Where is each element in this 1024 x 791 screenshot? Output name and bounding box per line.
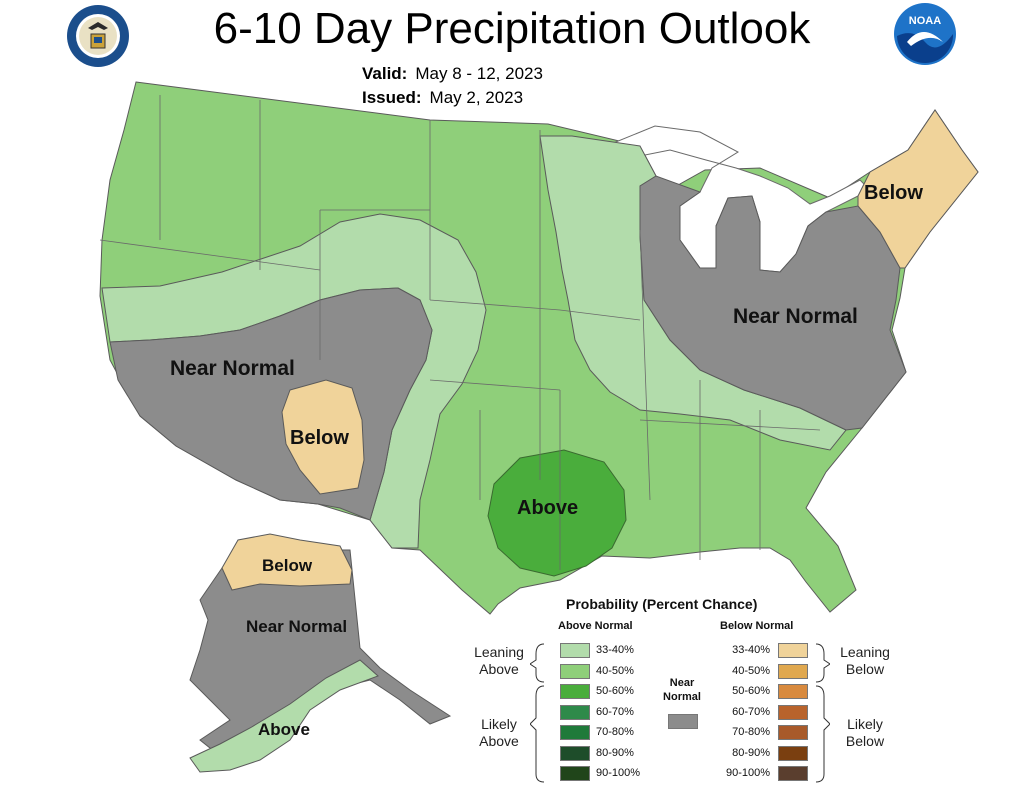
legend-leaning-above: Leaning Above — [474, 644, 524, 677]
legend-above-item-label: 33-40% — [596, 644, 634, 656]
legend-below-item-label: 60-70% — [732, 705, 770, 718]
legend-likely-above: Likely Above — [479, 716, 519, 749]
legend-below-item-label: 40-50% — [732, 664, 770, 677]
commerce-seal-icon — [67, 5, 129, 67]
legend-below-item-swatch — [778, 684, 808, 699]
label-alaska-above: Above — [258, 720, 310, 739]
legend-above-item-label: 60-70% — [596, 705, 634, 718]
legend-above-header: Above Normal — [558, 620, 633, 632]
svg-text:NOAA: NOAA — [909, 15, 941, 27]
legend-above-item-label: 80-90% — [596, 746, 634, 759]
state-boundaries — [99, 95, 821, 570]
label-west-near-normal: Near Normal — [170, 357, 295, 380]
legend-above-item-swatch — [560, 684, 590, 699]
legend-above-item-label: 40-50% — [596, 664, 634, 677]
legend-brackets — [530, 643, 830, 783]
page-title: 6-10 Day Precipitation Outlook — [213, 4, 811, 53]
legend-above-item-swatch — [560, 766, 590, 781]
legend-likely-below: Likely Below — [845, 716, 885, 749]
legend-below-item-swatch — [778, 663, 808, 679]
legend-below-item-swatch — [778, 745, 808, 761]
legend-above-item-swatch — [560, 663, 590, 679]
legend-below-item-swatch — [778, 643, 808, 658]
issued-label: Issued: — [362, 88, 422, 107]
legend-below-item-swatch — [778, 704, 808, 720]
legend-below-item-label: 80-90% — [732, 746, 770, 759]
legend-below-header: Below Normal — [720, 620, 794, 632]
legend-below-item-swatch — [778, 766, 808, 781]
label-texas-above: Above — [517, 497, 579, 519]
alaska-below-region — [221, 533, 353, 591]
label-east-near-normal: Near Normal — [733, 305, 858, 328]
alaska-above-region — [189, 659, 379, 773]
near-normal-east-region — [639, 175, 907, 431]
legend-near-header: Near Normal — [663, 677, 701, 704]
valid-line: Valid: May 8 - 12, 2023 — [362, 64, 543, 84]
legend-below-item-label: 33-40% — [732, 644, 770, 656]
label-alaska-below: Below — [262, 556, 313, 575]
legend-above-item-swatch — [560, 725, 590, 740]
legend-below-item-label: 70-80% — [732, 726, 770, 738]
valid-label: Valid: — [362, 64, 408, 83]
valid-dates: May 8 - 12, 2023 — [415, 64, 543, 83]
label-southwest-below: Below — [290, 427, 349, 449]
legend-near-swatch — [668, 714, 698, 729]
legend-above-item-swatch — [560, 745, 590, 761]
legend-below-item-label: 50-60% — [732, 685, 770, 697]
legend-above-item-label: 70-80% — [596, 726, 634, 738]
legend-above-item-label: 90-100% — [596, 767, 641, 779]
above-50-60-texas-region — [487, 449, 627, 577]
legend-above-item-swatch — [560, 643, 590, 658]
label-northeast-below: Below — [864, 182, 923, 204]
legend-title: Probability (Percent Chance) — [566, 596, 758, 612]
below-southwest-region — [281, 379, 365, 495]
issued-date: May 2, 2023 — [429, 88, 524, 107]
legend-below-item-label: 90-100% — [725, 767, 770, 779]
issued-line: Issued: May 2, 2023 — [362, 88, 523, 108]
noaa-logo-icon: NOAA — [894, 3, 956, 65]
label-alaska-near-normal: Near Normal — [246, 617, 348, 636]
below-northeast-region — [857, 109, 979, 269]
legend-above-item-swatch — [560, 704, 590, 720]
legend-below-item-swatch — [778, 725, 808, 740]
legend-leaning-below: Leaning Below — [840, 644, 890, 677]
legend-above-item-label: 50-60% — [596, 685, 634, 697]
